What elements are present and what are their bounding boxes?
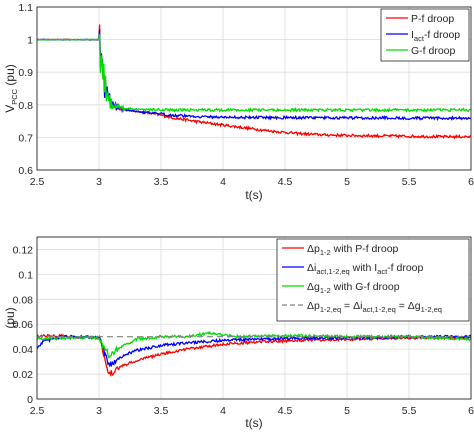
- chart-top-vpcc: 2.5 3 3.5 4 4.5 5 5.5 6 0.6 0.7 0.8 0.9 1 1.1 t(s) VPCC…: [3, 2, 474, 202]
- legend-label: Δp1-2 with P-f droop: [307, 243, 399, 257]
- legend: Δp1-2 with P-f droop Δiact,1-2,eq with Ia…: [276, 238, 470, 322]
- y-tick-label: 1.1: [18, 2, 33, 14]
- x-tick-label: 6: [468, 405, 474, 417]
- y-tick-label: 0.12: [13, 244, 34, 256]
- y-tick-label: 0.9: [18, 67, 33, 79]
- axes-box: [36, 6, 472, 171]
- x-tick-label: 3.5: [154, 176, 169, 188]
- legend-label: Δiact,1-2,eq with Iact-f droop: [307, 262, 424, 276]
- x-tick-label: 3: [96, 176, 102, 188]
- legend: P-f droop Iact-f droop G-f droop: [380, 8, 470, 62]
- y-tick-label: 0.1: [18, 269, 33, 281]
- y-tick-label: 0.08: [13, 294, 34, 306]
- y-tick-label: 1: [27, 35, 33, 47]
- x-tick-label: 6: [468, 176, 474, 188]
- y-tick-label: 0.6: [18, 165, 33, 177]
- x-tick-label: 3: [96, 405, 102, 417]
- x-tick-label: 4.5: [278, 176, 293, 188]
- y-tick-label: 0.04: [13, 344, 34, 356]
- x-tick-label: 5: [344, 176, 350, 188]
- y-tick-label: 0: [27, 394, 33, 406]
- legend-label: G-f droop: [411, 45, 456, 57]
- y-axis-label: (pu): [3, 307, 17, 328]
- y-tick-label: 0.7: [18, 132, 33, 144]
- series-group: [37, 24, 471, 140]
- y-tick-label: 0.02: [13, 369, 34, 381]
- legend-label: Δp1-2,eq = Δiact,1-2,eq = Δg1-2,eq: [307, 300, 442, 314]
- axes-box: [36, 236, 472, 400]
- chart-bottom-differences: 2.5 3 3.5 4 4.5 5 5.5 6 0 0.02 0.04 0.06 0.08 0.1 0.12…: [3, 236, 474, 430]
- x-axis-label: t(s): [245, 416, 262, 430]
- x-tick-label: 5.5: [402, 176, 417, 188]
- legend-label: P-f droop: [411, 13, 454, 25]
- y-axis-label: VPCC (pu): [3, 64, 19, 113]
- legend-label: Δg1-2 with G-f droop: [307, 281, 400, 295]
- x-axis-label: t(s): [245, 188, 262, 202]
- x-tick-label: 3.5: [154, 405, 169, 417]
- series-line-2: [37, 29, 471, 122]
- series-line-3: [37, 34, 471, 114]
- x-tick-label: 4.5: [278, 405, 293, 417]
- x-tick-label: 2.5: [30, 176, 45, 188]
- x-tick-label: 4: [220, 405, 226, 417]
- y-tick-label: 0.8: [18, 100, 33, 112]
- x-tick-label: 5: [344, 405, 350, 417]
- series-group: [37, 330, 471, 377]
- x-tick-label: 4: [220, 176, 226, 188]
- y-tick-label: 0.06: [13, 319, 34, 331]
- x-tick-label: 2.5: [30, 405, 45, 417]
- x-tick-label: 5.5: [402, 405, 417, 417]
- legend-label: Iact-f droop: [411, 29, 460, 43]
- series-line-3: [37, 330, 471, 359]
